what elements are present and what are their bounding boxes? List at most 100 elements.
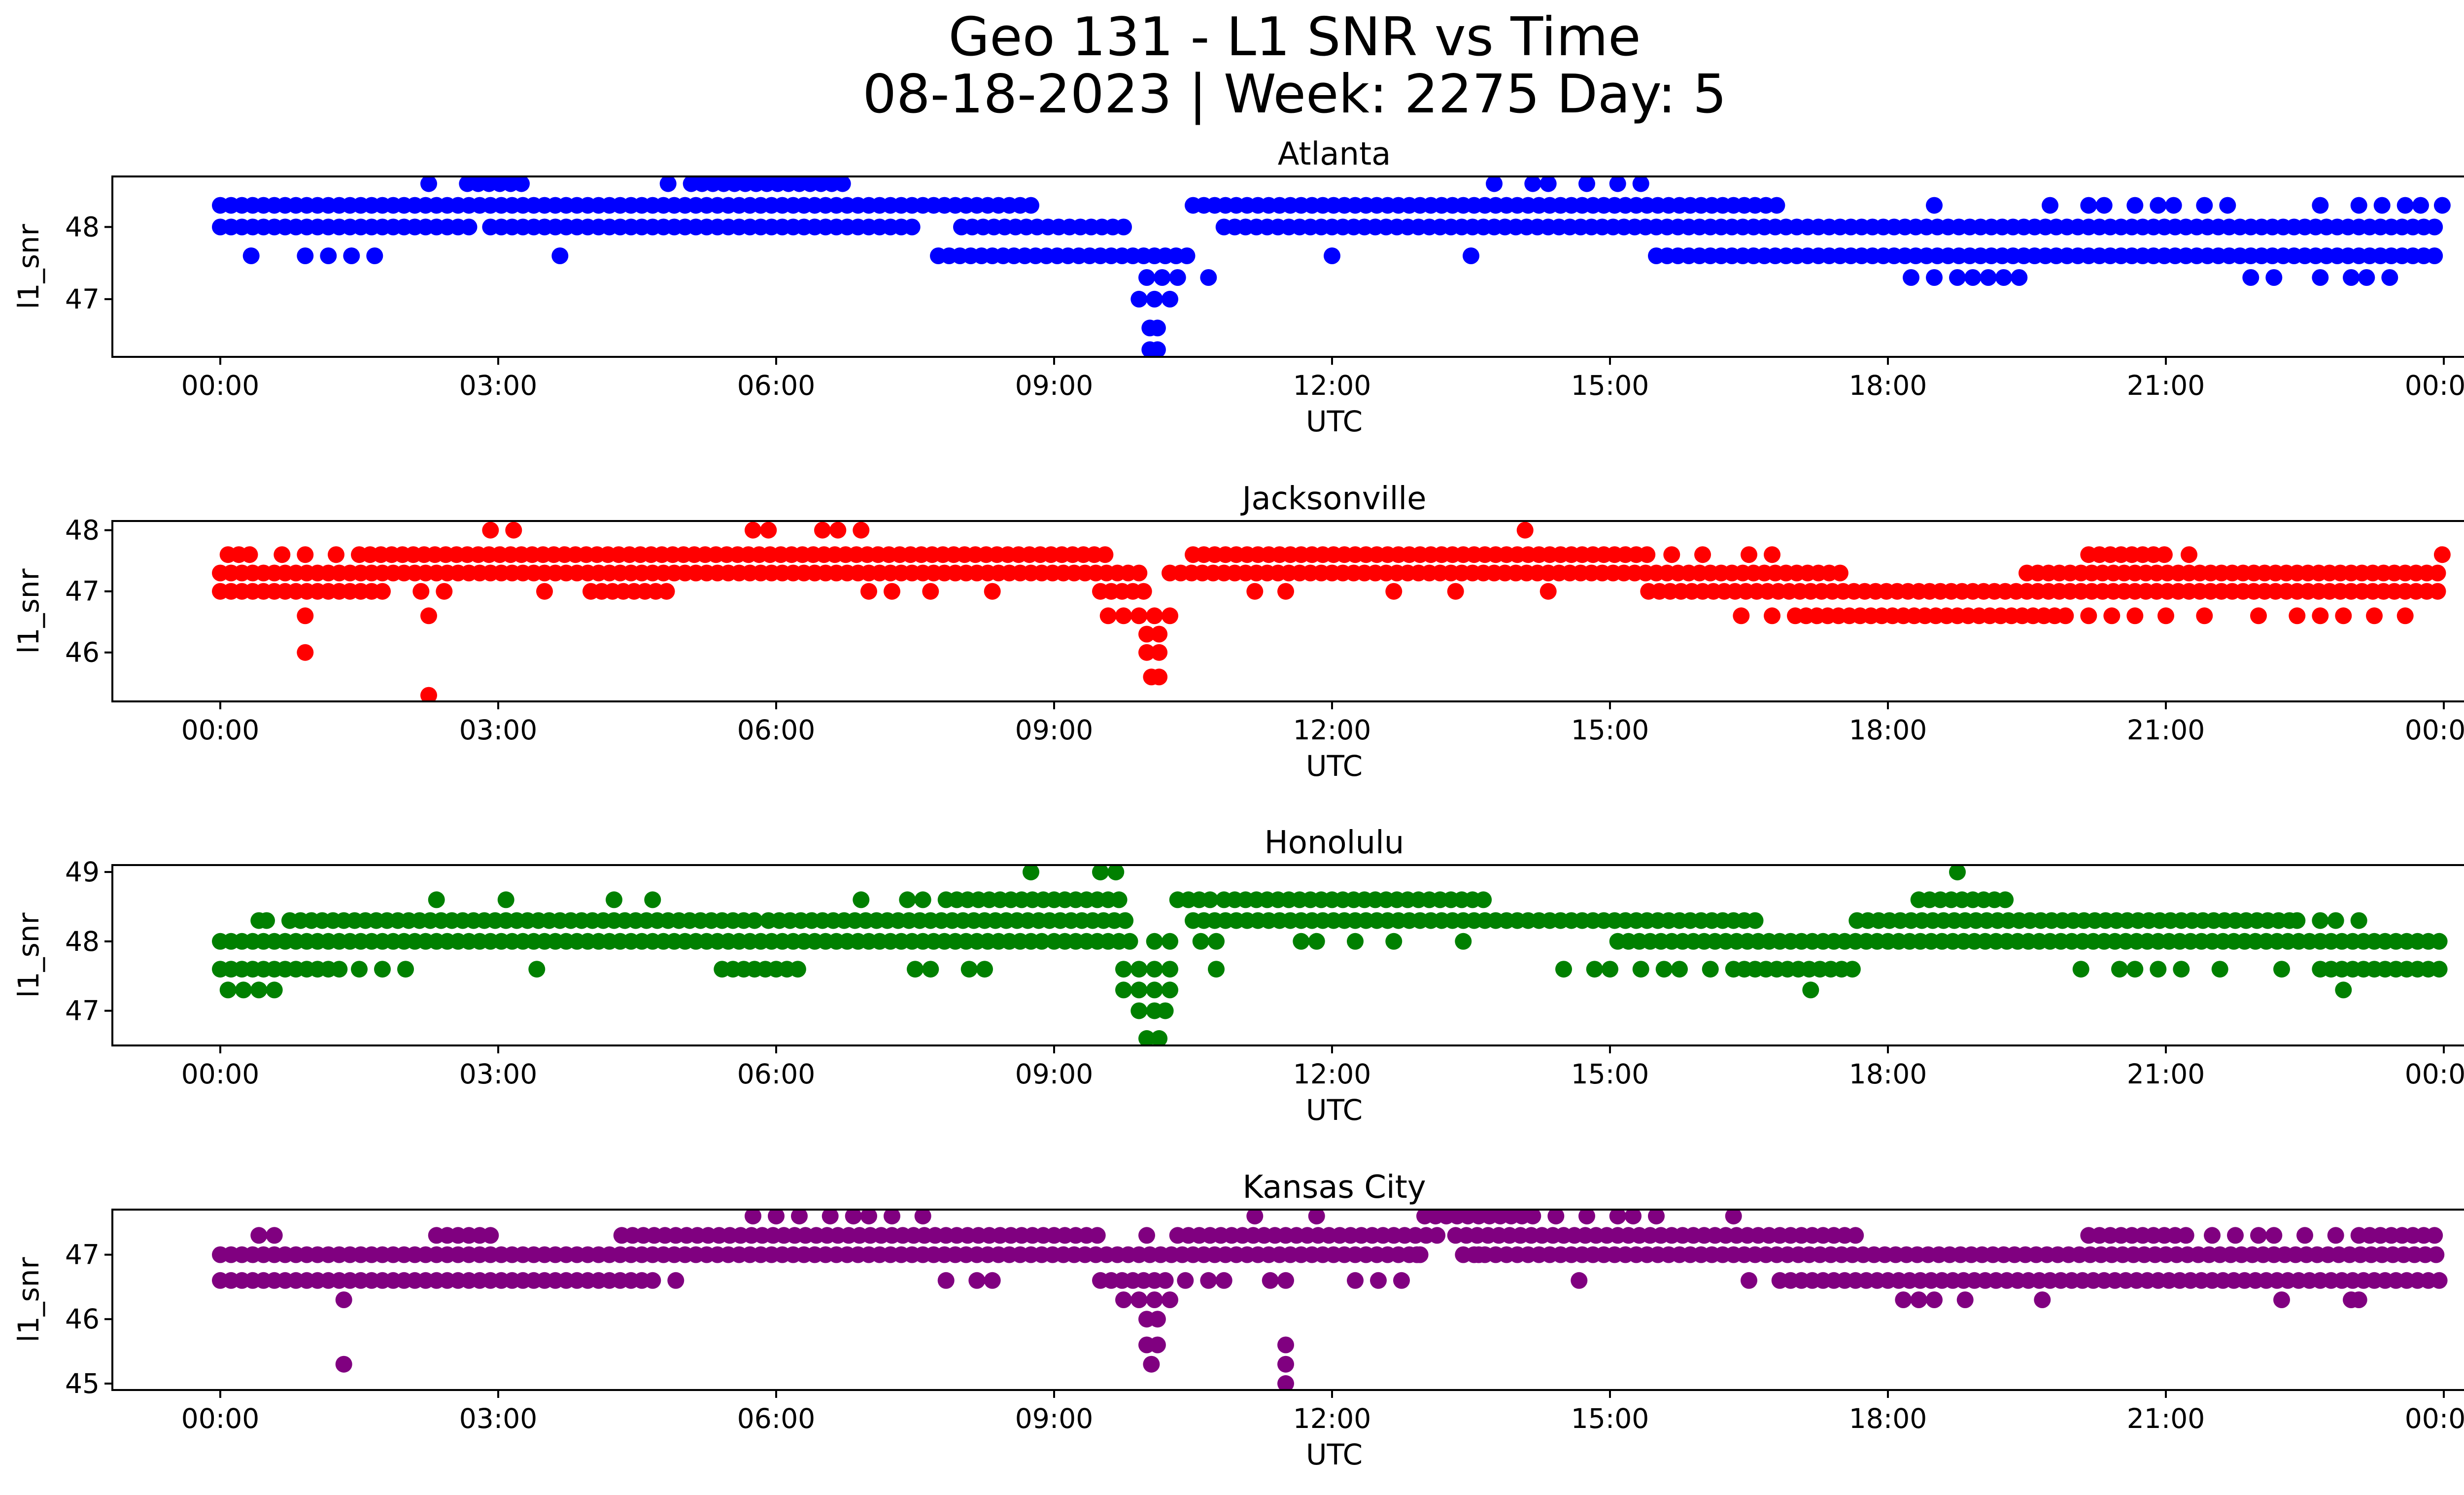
x-tick-label: 09:00 bbox=[1015, 1403, 1094, 1434]
data-point bbox=[2150, 961, 2167, 978]
x-tick-label: 03:00 bbox=[459, 714, 538, 746]
data-point bbox=[2181, 546, 2197, 563]
data-point bbox=[528, 961, 546, 978]
data-point bbox=[1115, 1291, 1132, 1308]
data-point bbox=[1149, 1336, 1166, 1354]
data-point bbox=[1277, 1272, 1294, 1289]
data-point bbox=[2196, 197, 2213, 214]
data-point bbox=[1625, 1210, 1642, 1225]
x-tick-label: 18:00 bbox=[1849, 1403, 1927, 1434]
data-point bbox=[2426, 1227, 2443, 1244]
data-point bbox=[1571, 1272, 1588, 1289]
data-point bbox=[1138, 1030, 1155, 1045]
data-point bbox=[1293, 933, 1310, 950]
data-point bbox=[1475, 891, 1492, 908]
data-point bbox=[1162, 290, 1178, 308]
data-point bbox=[1655, 961, 1673, 978]
data-point bbox=[1802, 981, 1819, 999]
data-point bbox=[2312, 912, 2329, 929]
data-point bbox=[1200, 269, 1217, 286]
plot-frame bbox=[111, 175, 2464, 358]
data-point bbox=[1997, 891, 2014, 908]
data-point bbox=[853, 891, 870, 908]
data-point bbox=[2034, 1291, 2051, 1308]
data-point bbox=[1107, 865, 1125, 881]
snr-band-0 bbox=[212, 197, 1785, 214]
subplot-honolulu: Honolulu 00:00 03:00 06:00 09:00 12:00 15:00 18… bbox=[12, 825, 2464, 1127]
plot-frame bbox=[111, 520, 2464, 702]
data-point bbox=[1741, 546, 1757, 563]
subplot-title: Atlanta bbox=[1278, 136, 1391, 173]
data-point bbox=[366, 247, 383, 264]
data-point bbox=[241, 546, 258, 563]
figure-title-line2: 08-18-2023 | Week: 2275 Day: 5 bbox=[862, 64, 1726, 125]
snr-band-2 bbox=[937, 891, 2014, 908]
data-point bbox=[1149, 341, 1166, 357]
x-tick-label: 21:00 bbox=[2127, 370, 2205, 401]
snr-band-3 bbox=[212, 961, 2448, 978]
data-point bbox=[976, 961, 993, 978]
data-point bbox=[1138, 1227, 1155, 1244]
data-point bbox=[536, 583, 553, 600]
data-point bbox=[2150, 197, 2167, 214]
data-point bbox=[746, 912, 763, 929]
data-point bbox=[1694, 546, 1711, 563]
data-point bbox=[2412, 197, 2429, 214]
data-point bbox=[2433, 197, 2451, 214]
data-point bbox=[1023, 197, 1039, 214]
snr-band-3 bbox=[459, 176, 851, 192]
data-point bbox=[1847, 1227, 1864, 1244]
data-point bbox=[860, 583, 877, 600]
data-point bbox=[984, 583, 1001, 600]
data-point bbox=[1246, 1210, 1264, 1225]
data-point bbox=[320, 247, 337, 264]
data-point bbox=[1162, 981, 1178, 999]
data-point bbox=[1964, 269, 1982, 286]
x-tick-label: 15:00 bbox=[1571, 1058, 1649, 1090]
data-point bbox=[1154, 269, 1171, 286]
data-point bbox=[1370, 1272, 1387, 1289]
snr-band-3 bbox=[1416, 1210, 1541, 1225]
data-point bbox=[2177, 1227, 2194, 1244]
data-point bbox=[907, 961, 924, 978]
data-point bbox=[1524, 176, 1541, 192]
snr-band-0 bbox=[428, 1227, 2443, 1244]
data-point bbox=[644, 1272, 661, 1289]
x-tick-label: 00:00 bbox=[181, 1403, 260, 1434]
data-point bbox=[1162, 961, 1178, 978]
data-point bbox=[829, 522, 847, 539]
data-point bbox=[2126, 197, 2144, 214]
data-point bbox=[2312, 197, 2329, 214]
x-tick-label: 03:00 bbox=[459, 1058, 538, 1090]
data-point bbox=[1609, 1210, 1626, 1225]
data-points-atlanta bbox=[212, 176, 2451, 357]
data-point bbox=[1764, 546, 1780, 563]
x-tick-label: 06:00 bbox=[737, 370, 816, 401]
data-point bbox=[1639, 546, 1656, 563]
data-point bbox=[1151, 644, 1168, 661]
data-point bbox=[513, 176, 530, 192]
data-point bbox=[1602, 961, 1618, 978]
data-point bbox=[1143, 1356, 1160, 1373]
data-point bbox=[903, 218, 921, 236]
data-point bbox=[1089, 1227, 1106, 1244]
data-point bbox=[1130, 564, 1148, 582]
x-tick-label: 00:00 bbox=[2405, 370, 2464, 401]
data-point bbox=[1926, 197, 1943, 214]
data-point bbox=[1702, 961, 1719, 978]
data-point bbox=[460, 218, 478, 236]
snr-band-1 bbox=[212, 1246, 2445, 1263]
data-point bbox=[1831, 564, 1848, 582]
data-point bbox=[658, 583, 675, 600]
data-point bbox=[2126, 961, 2144, 978]
figure-title-line1: Geo 131 - L1 SNR vs Time bbox=[948, 6, 1641, 68]
data-point bbox=[914, 891, 931, 908]
data-point bbox=[2156, 546, 2173, 563]
data-point bbox=[2289, 912, 2306, 929]
data-point bbox=[1151, 626, 1168, 643]
data-point bbox=[2312, 607, 2329, 625]
data-point bbox=[1949, 269, 1966, 286]
data-point bbox=[297, 644, 314, 661]
x-tick-label: 15:00 bbox=[1571, 1403, 1649, 1434]
data-point bbox=[436, 583, 453, 600]
